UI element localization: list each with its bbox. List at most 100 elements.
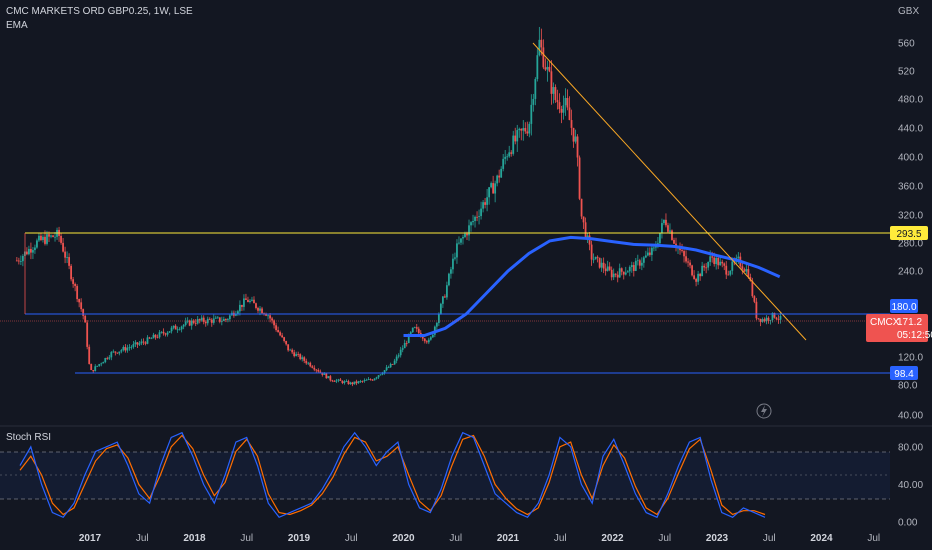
candle-body	[538, 39, 541, 56]
candle-body	[679, 247, 681, 251]
candle-body	[560, 109, 563, 113]
candle-body	[331, 380, 334, 382]
candle-body	[52, 235, 54, 238]
candle-body	[36, 240, 38, 248]
level-badge-upper: 293.5	[890, 226, 928, 240]
candle-body	[204, 321, 207, 324]
candle-body	[120, 350, 123, 352]
candle-body	[586, 235, 589, 238]
candle-body	[705, 267, 708, 269]
candle-body	[524, 128, 527, 132]
candle-body	[136, 342, 139, 345]
candle-body	[48, 234, 50, 237]
candle-body	[596, 256, 599, 258]
time-tick-label: 2019	[288, 533, 311, 544]
candle-body	[717, 257, 720, 266]
candle-body	[138, 343, 141, 345]
ema-legend[interactable]: EMA	[6, 20, 28, 31]
lightning-icon[interactable]	[756, 403, 772, 419]
candle-body	[600, 262, 603, 268]
candle-body	[156, 337, 159, 339]
candle-body	[472, 220, 474, 223]
candle-body	[514, 135, 517, 142]
candle-body	[208, 318, 211, 320]
candle-body	[327, 376, 330, 379]
candle-body	[534, 79, 537, 99]
candle-body	[725, 265, 728, 275]
candle-body	[458, 242, 460, 244]
candle-body	[220, 320, 223, 322]
candle-body	[44, 236, 46, 244]
price-axis[interactable]: 560 520 480.0 440.0 400.0 360.0 320.0 280.0 240.…	[898, 39, 923, 422]
price-tick-label: 80.0	[898, 381, 918, 392]
candle-body	[673, 239, 675, 244]
candle-body	[291, 349, 294, 353]
candle-body	[389, 364, 392, 368]
price-tick-label: 520	[898, 67, 915, 78]
candle-body	[359, 381, 362, 382]
candle-body	[150, 338, 153, 340]
candle-body	[719, 261, 722, 266]
candle-body	[385, 367, 388, 371]
stoch-rsi-pane[interactable]	[0, 431, 890, 519]
candle-body	[437, 314, 440, 323]
candle-body	[701, 265, 704, 277]
candle-body	[375, 377, 378, 379]
candle-body	[38, 235, 40, 241]
price-tick-label: 120.0	[898, 353, 923, 364]
candle-body	[34, 247, 36, 251]
candle-body	[337, 379, 340, 381]
candle-body	[540, 39, 543, 48]
price-pane[interactable]	[0, 26, 890, 387]
time-tick-label: Jul	[136, 533, 149, 544]
stoch-rsi-legend[interactable]: Stoch RSI	[6, 432, 52, 443]
candle-body	[54, 236, 56, 238]
candle-body	[80, 302, 83, 310]
candle-body	[526, 131, 529, 134]
candle-body	[474, 216, 476, 221]
candle-body	[395, 356, 398, 361]
time-tick-label: Jul	[867, 533, 880, 544]
candle-body	[582, 216, 585, 223]
candle-body	[462, 236, 464, 239]
candle-body	[566, 97, 569, 108]
candle-body	[504, 156, 507, 159]
candle-body	[224, 319, 227, 320]
candle-body	[130, 346, 133, 348]
candle-body	[769, 320, 772, 321]
candle-body	[239, 304, 241, 312]
candle-body	[271, 318, 273, 321]
candle-body	[355, 381, 358, 384]
candle-body	[339, 379, 342, 381]
candle-body	[295, 354, 298, 357]
candle-body	[636, 260, 639, 262]
candle-body	[317, 370, 320, 372]
candle-body	[536, 55, 539, 80]
candle-body	[737, 256, 740, 258]
candle-body	[498, 175, 501, 178]
candle-body	[172, 325, 175, 328]
candle-body	[206, 318, 209, 324]
candle-body	[297, 354, 300, 355]
time-tick-label: 2022	[601, 533, 624, 544]
candle-body	[122, 347, 125, 351]
candle-body	[506, 156, 509, 158]
candle-body	[17, 260, 20, 262]
candle-body	[100, 363, 103, 365]
candle-body	[689, 262, 691, 266]
candle-body	[369, 379, 372, 380]
candle-body	[460, 238, 462, 243]
price-badge-price: 171.2	[897, 317, 922, 328]
candle-body	[379, 374, 382, 376]
candle-body	[381, 373, 384, 375]
descending-trendline[interactable]	[532, 42, 807, 341]
candle-body	[301, 357, 304, 360]
candle-body	[15, 260, 18, 262]
candle-body	[606, 266, 609, 272]
candle-body	[106, 358, 109, 359]
candle-body	[46, 234, 48, 244]
candle-body	[357, 381, 360, 384]
time-axis[interactable]: 2017 Jul 2018 Jul 2019 Jul 2020 Jul 2021 Jul 2022 J…	[79, 533, 880, 544]
candle-body	[325, 373, 328, 379]
candle-body	[763, 319, 766, 322]
